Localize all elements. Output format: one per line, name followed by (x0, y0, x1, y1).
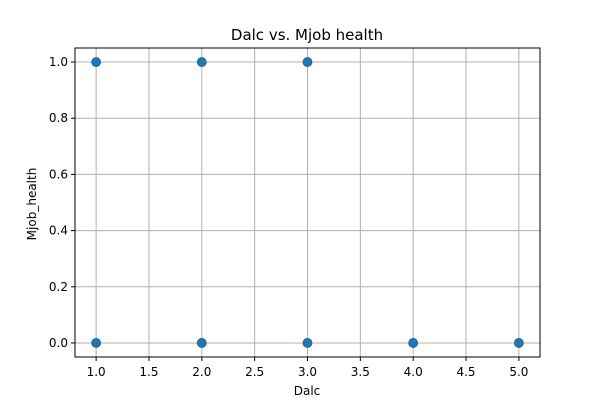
data-point (196, 338, 207, 348)
y-tick-label: 0.0 (49, 336, 68, 350)
x-tick-label: 1.0 (87, 365, 106, 379)
axis-ticks (71, 61, 520, 361)
x-tick-label: 3.0 (298, 365, 317, 379)
y-tick-label: 0.4 (49, 224, 68, 238)
data-point (302, 57, 313, 67)
y-tick-label: 1.0 (49, 55, 68, 69)
x-tick-label: 2.0 (192, 365, 211, 379)
data-point (513, 338, 524, 348)
data-points (91, 57, 524, 348)
chart-title: Dalc vs. Mjob health (231, 26, 383, 44)
y-tick-label: 0.6 (49, 167, 68, 181)
y-axis-label: Mjob_health (25, 168, 39, 241)
data-point (408, 338, 419, 348)
data-point (302, 338, 313, 348)
x-axis-label: Dalc (294, 384, 321, 398)
data-point (196, 57, 207, 67)
x-tick-label: 5.0 (509, 365, 528, 379)
x-tick-label: 4.0 (404, 365, 423, 379)
y-tick-label: 0.2 (49, 280, 68, 294)
grid-lines (75, 48, 540, 357)
data-point (91, 57, 102, 67)
y-tick-label: 0.8 (49, 111, 68, 125)
x-tick-label: 3.5 (351, 365, 370, 379)
x-tick-label: 1.5 (139, 365, 158, 379)
x-tick-label: 4.5 (456, 365, 475, 379)
data-point (91, 338, 102, 348)
plot-frame (74, 47, 541, 358)
x-tick-label: 2.5 (245, 365, 264, 379)
tick-labels: 1.0 1.5 2.0 2.5 3.0 3.5 4.0 4.5 5.0 0.0 0.2 0.4 0.6 0… (49, 55, 529, 379)
